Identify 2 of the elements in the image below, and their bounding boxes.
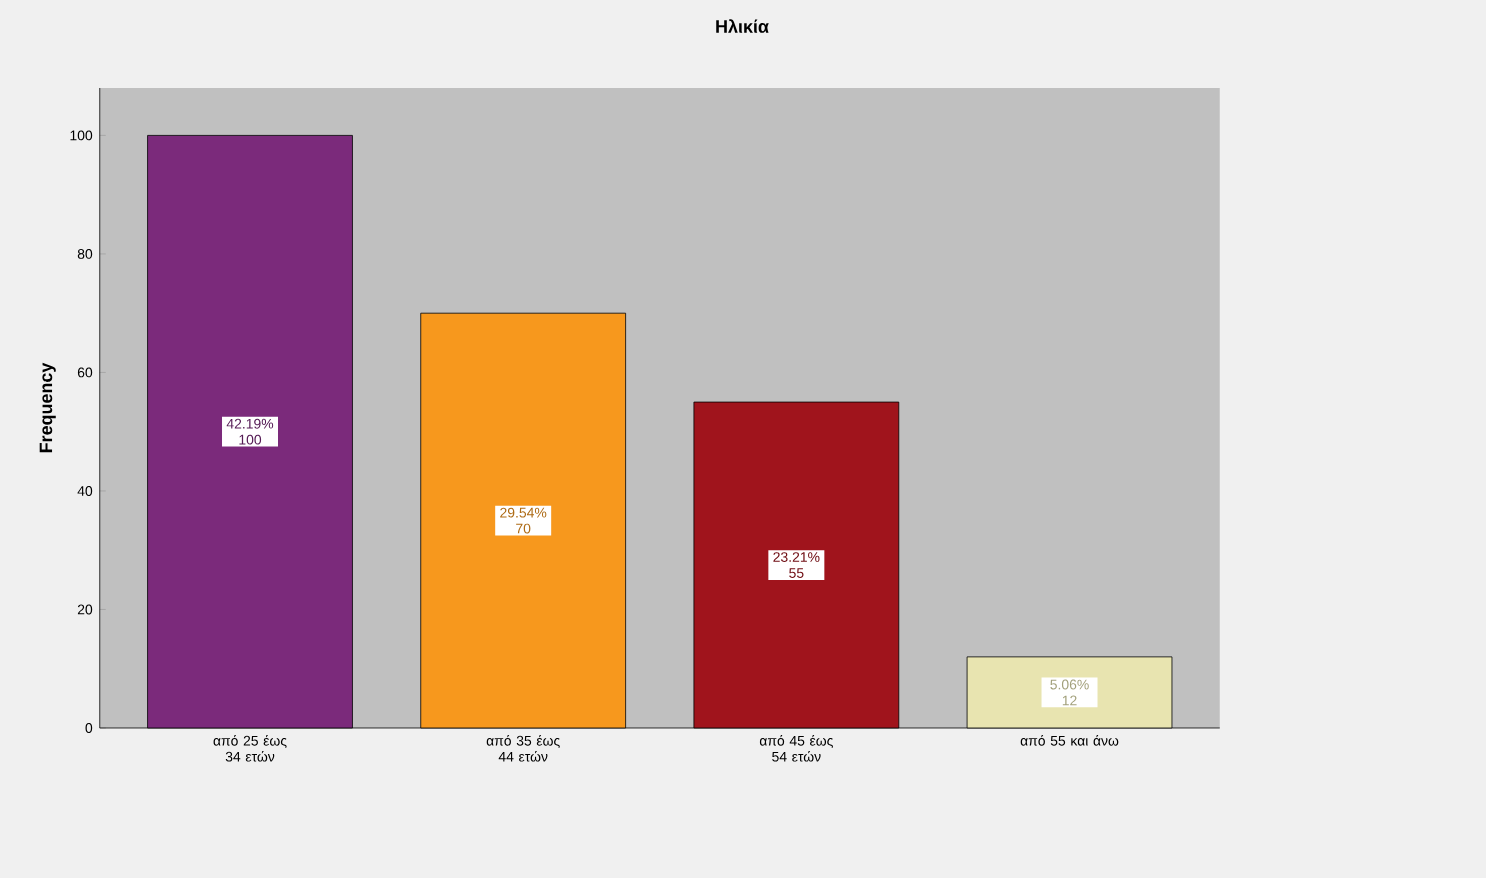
chart-title: Ηλικία bbox=[716, 19, 769, 33]
y-axis-title: Frequency bbox=[39, 362, 56, 453]
